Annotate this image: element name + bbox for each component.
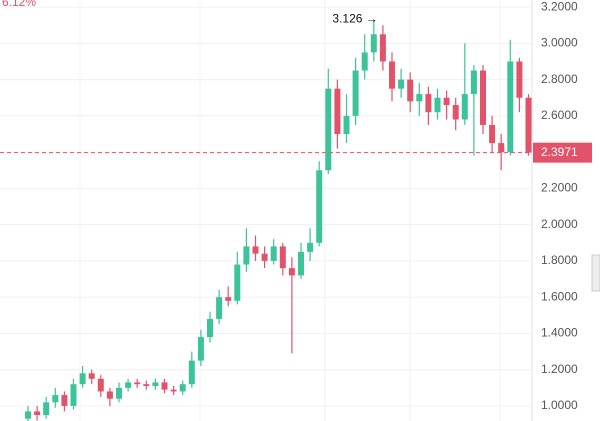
change-label: 6.12% (2, 0, 36, 9)
candle-body (234, 264, 241, 301)
candle-body (334, 88, 341, 134)
candle-body (370, 34, 377, 53)
y-tick-label: 3.2000 (541, 0, 578, 13)
candle-body (398, 79, 405, 89)
y-tick-label: 2.8000 (541, 72, 578, 86)
candle-body (243, 246, 250, 265)
candle-body (343, 115, 350, 134)
candle-body (106, 391, 113, 399)
candle-body (498, 143, 505, 153)
last-price-box (533, 142, 592, 163)
candle-body (443, 97, 450, 105)
candle-body (216, 297, 223, 319)
candle-body (170, 389, 177, 392)
candle-body (434, 97, 441, 113)
candle-body (425, 94, 432, 113)
candle-body (197, 337, 204, 361)
candle-body (525, 97, 532, 153)
candle-body (407, 79, 414, 102)
candle-body (298, 251, 304, 276)
candle-body (452, 104, 459, 120)
candle-body (125, 382, 132, 388)
y-tick-label: 1.8000 (541, 253, 578, 267)
candle-body (361, 52, 368, 71)
candle-body (25, 411, 31, 419)
candle-body (416, 94, 423, 102)
candle-body (179, 384, 186, 392)
y-tick-label: 3.0000 (541, 36, 578, 50)
candle-body (134, 382, 141, 385)
candle-body (188, 360, 195, 385)
candle-body (61, 395, 68, 406)
candle-body (79, 373, 86, 385)
candle-body (88, 373, 95, 379)
candle-body (352, 70, 359, 116)
candle-body (489, 124, 496, 144)
y-tick-label: 1.0000 (541, 398, 578, 412)
vertical-grid (79, 0, 501, 421)
candle-body (516, 61, 523, 98)
candle-body (325, 88, 332, 171)
candle-body (507, 61, 514, 153)
y-tick-label: 2.6000 (541, 108, 578, 122)
candle-body (461, 94, 468, 120)
y-tick-label: 1.6000 (541, 289, 578, 303)
candle-body (252, 246, 259, 254)
y-tick-label: 2.2000 (541, 181, 578, 195)
candle-body (43, 402, 50, 416)
y-tick-label: 1.4000 (541, 326, 578, 340)
candle-body (379, 34, 386, 62)
candle-body (97, 378, 104, 392)
max-annotation: 3.126 → (332, 12, 377, 26)
candle-body (152, 382, 159, 387)
candle-body (225, 297, 232, 301)
candle-body (307, 242, 314, 252)
candle-body (316, 170, 323, 243)
scroll-handle[interactable] (591, 254, 600, 292)
last-price-label: 2.3971 (541, 145, 578, 159)
candle-body (480, 70, 486, 125)
candle-body (288, 268, 295, 276)
candle-body (52, 395, 59, 403)
y-tick-label: 1.2000 (541, 362, 578, 376)
candle-body (389, 61, 395, 89)
candle-body (161, 382, 168, 390)
candle-body (34, 411, 41, 416)
candle-body (279, 246, 286, 269)
candle-body (270, 246, 277, 261)
candle-body (116, 387, 122, 399)
candle-body (261, 253, 268, 261)
y-tick-label: 2.0000 (541, 217, 578, 231)
candle-body (70, 384, 77, 406)
candle-body (143, 384, 150, 387)
candle-body (207, 318, 213, 338)
candle-body (470, 70, 477, 95)
